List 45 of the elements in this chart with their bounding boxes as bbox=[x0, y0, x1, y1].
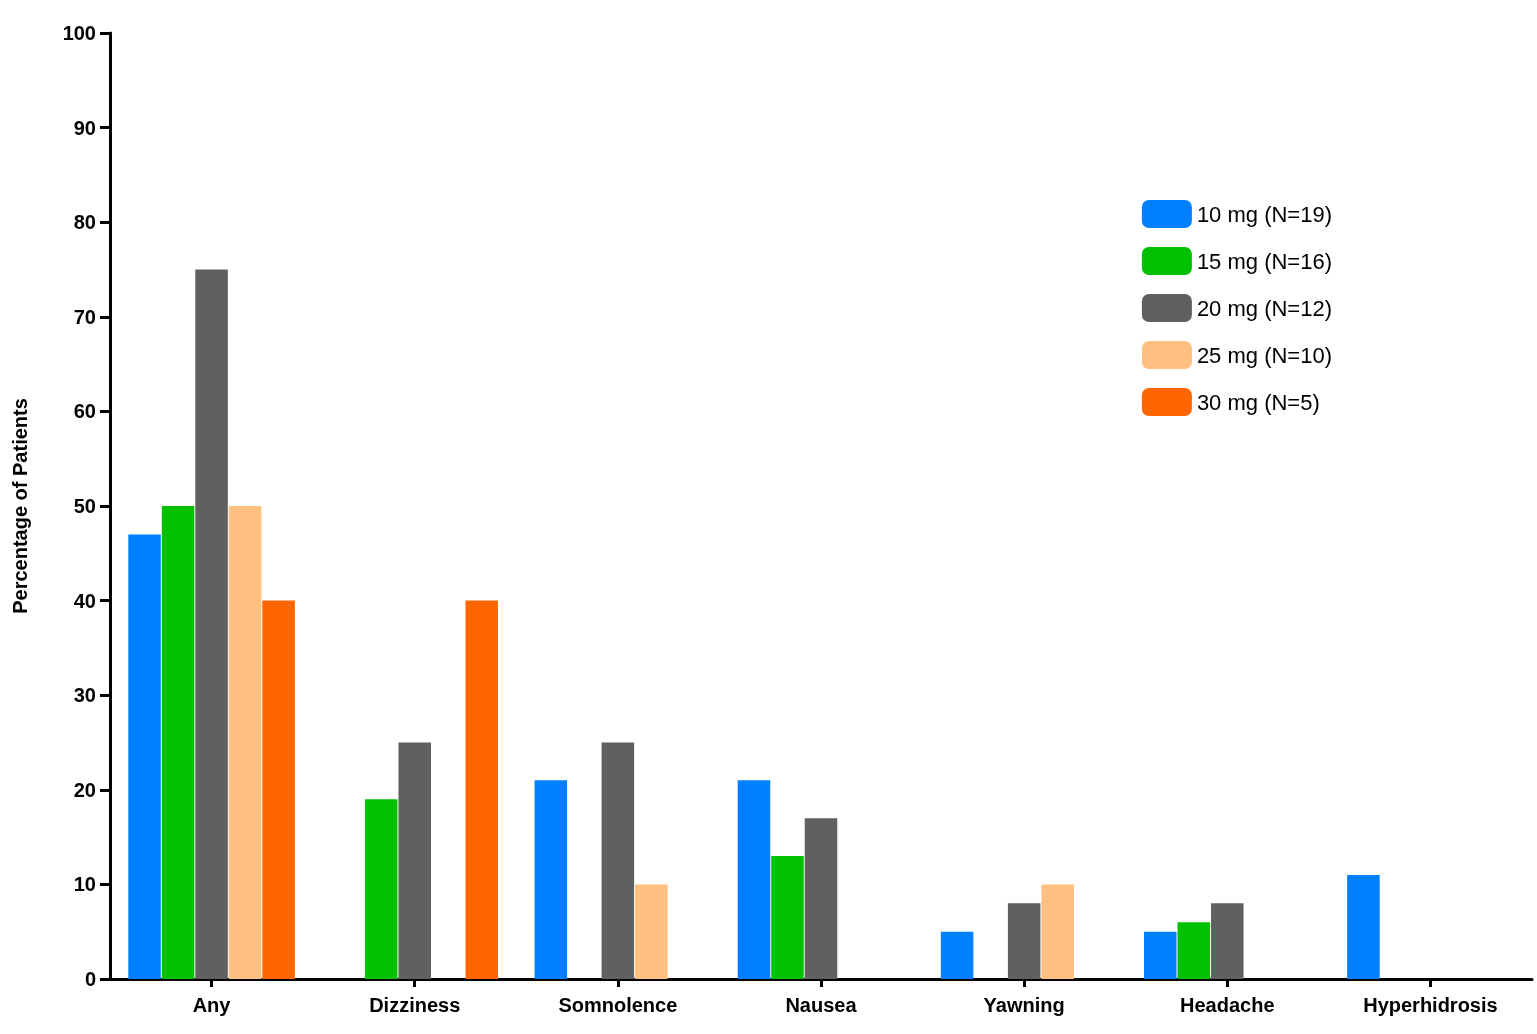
y-axis-title: Percentage of Patients bbox=[9, 398, 31, 614]
bar bbox=[534, 780, 568, 979]
bar bbox=[1007, 903, 1041, 979]
y-tick-label: 20 bbox=[73, 778, 96, 801]
legend-label: 10 mg (N=19) bbox=[1196, 201, 1333, 227]
x-tick-label: Somnolence bbox=[558, 994, 678, 1016]
y-tick-label: 100 bbox=[62, 22, 96, 44]
y-tick-label: 90 bbox=[73, 116, 96, 139]
bar bbox=[1041, 884, 1074, 979]
x-tick-label: Dizziness bbox=[369, 994, 461, 1016]
legend-label: 25 mg (N=10) bbox=[1196, 342, 1333, 368]
x-tick-label: Yawning bbox=[983, 994, 1065, 1016]
bar bbox=[1144, 931, 1177, 979]
x-tick-label: Hyperhidrosis bbox=[1363, 994, 1498, 1016]
y-tick-label: 30 bbox=[73, 684, 96, 707]
bar bbox=[128, 534, 161, 979]
y-tick-label: 70 bbox=[73, 305, 96, 328]
bar bbox=[1177, 922, 1211, 979]
bar bbox=[398, 742, 431, 979]
y-tick-label: 50 bbox=[73, 495, 96, 517]
bar bbox=[364, 799, 398, 979]
x-tick-label: Nausea bbox=[785, 994, 858, 1016]
bar bbox=[737, 780, 771, 979]
bar bbox=[465, 600, 498, 979]
bar bbox=[1211, 903, 1244, 979]
bar bbox=[635, 884, 668, 979]
bar bbox=[1347, 874, 1380, 979]
y-tick-label: 60 bbox=[73, 400, 96, 423]
legend-label: 15 mg (N=16) bbox=[1196, 248, 1333, 274]
bar bbox=[161, 506, 195, 979]
bar bbox=[601, 742, 635, 979]
x-tick-label: Headache bbox=[1180, 994, 1275, 1016]
bar bbox=[228, 506, 262, 979]
y-tick-label: 10 bbox=[73, 873, 96, 896]
bar bbox=[771, 856, 804, 979]
bar bbox=[262, 600, 295, 979]
bar bbox=[940, 931, 974, 979]
x-tick-label: Any bbox=[192, 994, 232, 1016]
y-tick-label: 40 bbox=[73, 589, 96, 612]
y-tick-label: 0 bbox=[84, 968, 96, 990]
legend-label: 20 mg (N=12) bbox=[1196, 295, 1333, 321]
bar bbox=[804, 818, 838, 979]
y-tick-label: 80 bbox=[73, 211, 96, 234]
bar bbox=[195, 269, 228, 979]
legend-label: 30 mg (N=5) bbox=[1196, 389, 1320, 415]
